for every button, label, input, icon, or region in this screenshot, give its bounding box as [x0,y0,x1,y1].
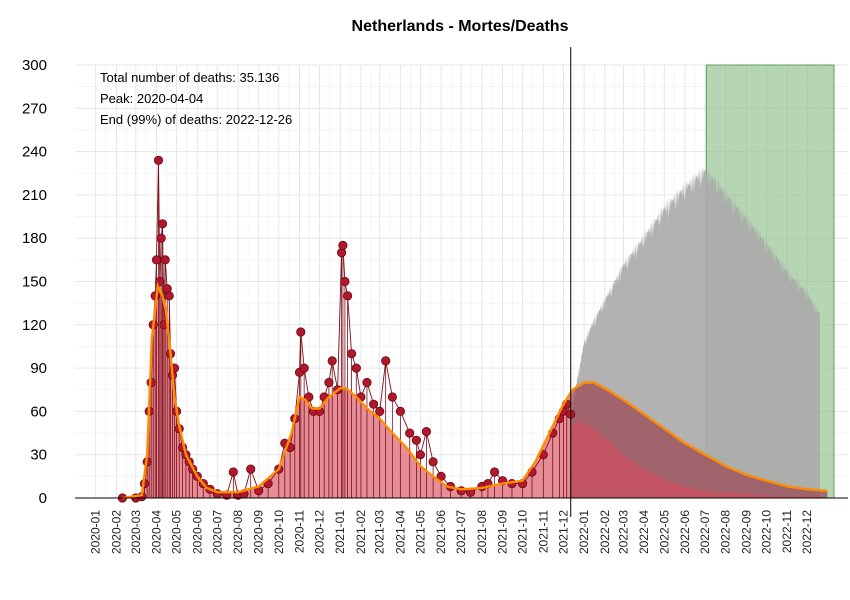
x-tick-label: 2022-07 [698,510,712,554]
chart-title: Netherlands - Mortes/Deaths [352,18,569,35]
projection-lower-area [570,420,820,498]
x-tick-label: 2020-05 [170,510,184,554]
x-tick-label: 2021-09 [496,510,510,554]
y-tick-label: 60 [30,403,47,420]
y-tick-label: 180 [22,230,47,247]
x-tick-label: 2020-01 [89,510,103,554]
axes: 0 30 60 90 120 150 180 210 240 270 300 2020-01 2020-… [22,57,848,554]
x-tick-label: 2022-04 [637,510,651,554]
x-tick-label: 2021-04 [393,510,407,554]
x-tick-label: 2020-06 [190,510,204,554]
x-tick-label: 2021-06 [434,510,448,554]
x-tick-label: 2022-09 [739,510,753,554]
y-tick-label: 90 [30,360,47,377]
x-tick-label: 2022-05 [657,510,671,554]
x-tick-label: 2022-01 [577,510,591,554]
observed-point [436,471,446,481]
x-tick-label: 2021-03 [373,510,387,554]
observed-point [411,435,421,445]
observed-point [304,392,314,402]
x-tick-label: 2020-12 [313,510,327,554]
x-tick-label: 2022-10 [760,510,774,554]
x-tick-label: 2022-11 [780,510,794,553]
observed-point [151,255,162,265]
y-tick-label: 300 [22,57,47,74]
observed-point [324,377,334,388]
observed-point [338,240,348,250]
x-tick-label: 2022-03 [617,510,631,554]
smoothed-trend-line [122,281,828,500]
observed-point [228,467,238,477]
observed-point [346,349,357,359]
y-tick-label: 30 [30,447,47,464]
x-tick-label: 2022-06 [678,510,692,554]
observed-point [157,219,168,229]
x-tick-label: 2020-10 [272,510,286,554]
observed-point [342,291,353,301]
annotation-total: Total number of deaths: 35.136 [100,70,279,85]
y-tick-label: 0 [39,490,47,507]
y-tick-label: 120 [22,317,47,334]
observed-point [368,399,379,409]
data-marks [117,47,828,517]
annotation-peak: Peak: 2020-04-04 [100,91,203,106]
y-tick-label: 150 [22,274,47,291]
annotations: Total number of deaths: 35.136 Peak: 202… [100,70,292,127]
y-tick-label: 240 [22,144,47,161]
observed-point [387,392,397,402]
y-tick-label: 270 [22,100,47,117]
y-tick-label: 210 [22,187,47,204]
x-tick-label: 2020-02 [109,510,123,554]
x-tick-label: 2021-02 [354,510,368,554]
observed-point [405,428,415,438]
observed-point [156,233,166,243]
observed-point [362,377,372,388]
annotation-end: End (99%) of deaths: 2022-12-26 [100,112,292,127]
observed-point [421,426,431,437]
x-tick-label: 2020-04 [150,510,164,554]
observed-point [160,255,170,265]
data-areas [122,64,835,499]
observed-point [246,464,256,474]
x-tick-label: 2022-08 [719,510,733,554]
observed-area [122,285,571,498]
observed-point [299,363,309,373]
observed-point [153,155,164,165]
x-tick-label: 2020-11 [293,510,307,553]
x-tick-label: 2021-12 [556,510,570,554]
observed-point [164,291,174,301]
observed-point [327,356,337,366]
observed-point [351,363,361,373]
observed-point [296,327,306,337]
x-tick-label: 2022-12 [800,510,814,554]
observed-point [489,467,500,477]
x-tick-label: 2020-08 [231,510,245,554]
x-tick-label: 2021-11 [536,510,550,553]
x-tick-label: 2020-03 [129,510,143,554]
x-tick-label: 2021-01 [333,510,347,554]
x-tick-label: 2020-07 [210,510,224,554]
observed-point [340,276,350,287]
observed-point [395,406,405,416]
observed-point [428,457,438,467]
x-tick-label: 2021-07 [454,510,468,554]
x-tick-label: 2020-09 [252,510,266,554]
observed-point [381,356,391,366]
observed-point [415,450,425,460]
x-tick-label: 2021-05 [413,510,427,554]
x-tick-label: 2021-10 [516,510,530,554]
x-tick-label: 2021-08 [475,510,489,554]
observed-point [375,406,385,416]
x-tick-label: 2022-02 [598,510,612,554]
